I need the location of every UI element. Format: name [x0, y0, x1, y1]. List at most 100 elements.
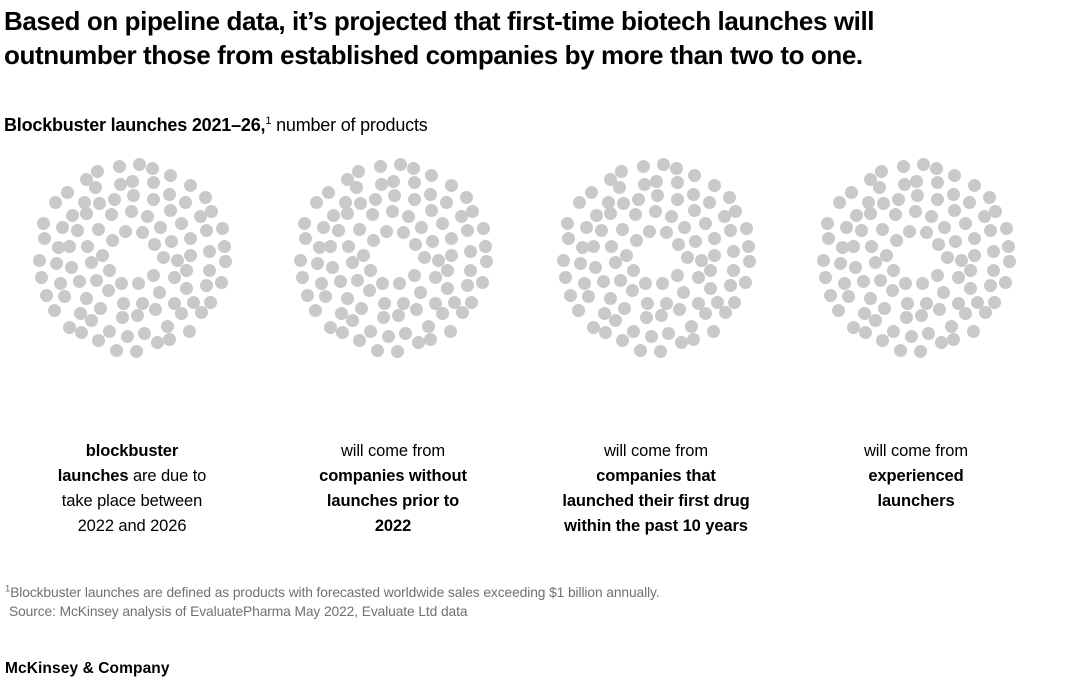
dot	[864, 239, 878, 253]
dot	[886, 263, 900, 277]
dot	[599, 325, 613, 339]
dot	[132, 277, 146, 291]
title-line-2: outnumber those from established compani…	[4, 40, 863, 70]
dot	[704, 264, 718, 278]
dot	[609, 256, 623, 270]
dot	[613, 180, 627, 194]
page-title: Based on pipeline data, it’s projected t…	[4, 4, 1034, 72]
dot	[857, 274, 871, 288]
dot	[184, 249, 198, 263]
dot	[595, 223, 609, 237]
dot	[103, 324, 117, 338]
dot	[136, 296, 150, 310]
dot	[932, 237, 946, 251]
label-text-segment: companies that	[596, 467, 716, 485]
dot	[164, 234, 178, 248]
dot	[375, 178, 389, 192]
dot	[91, 222, 105, 236]
dot	[889, 233, 903, 247]
dot	[334, 307, 348, 321]
dot	[727, 245, 741, 259]
dot	[627, 324, 641, 338]
dot	[435, 217, 449, 231]
dot	[298, 216, 312, 230]
dot	[376, 277, 390, 291]
dot	[121, 329, 135, 343]
dot	[723, 279, 737, 292]
dot	[951, 297, 965, 311]
dot	[589, 260, 603, 274]
dot	[388, 188, 402, 202]
dot	[687, 333, 701, 347]
dot	[129, 345, 143, 359]
label-text-segment: launchers	[877, 492, 955, 510]
dot	[968, 231, 982, 245]
dot	[874, 165, 888, 179]
dot	[897, 160, 911, 174]
dot	[408, 175, 422, 189]
dot	[680, 251, 694, 265]
dot	[660, 296, 674, 310]
dot	[167, 297, 181, 311]
dot	[873, 274, 887, 288]
dot	[346, 256, 360, 270]
dot	[833, 195, 847, 209]
dot	[363, 263, 377, 277]
dot	[887, 324, 901, 338]
label-text-segment: will come from	[340, 442, 446, 460]
dot	[617, 197, 631, 211]
dot	[559, 271, 573, 285]
dot	[983, 279, 997, 292]
source-line: Source: McKinsey analysis of EvaluatePha…	[9, 604, 468, 619]
dot	[460, 191, 474, 205]
dot	[310, 256, 324, 270]
dot	[146, 269, 160, 283]
label-text-segment: will come from	[603, 442, 709, 460]
dot-cluster-companies-first-drug-past-10-years	[556, 157, 756, 359]
dot	[902, 224, 916, 238]
dot	[579, 221, 593, 235]
dot	[695, 253, 709, 267]
dot	[910, 175, 924, 189]
dot	[875, 222, 889, 236]
dot	[296, 271, 310, 285]
dot	[214, 275, 228, 289]
dot	[597, 307, 611, 321]
dot	[948, 168, 962, 182]
dot	[55, 221, 69, 235]
dot	[920, 296, 934, 310]
dot	[135, 225, 149, 239]
dot	[935, 335, 949, 349]
dot	[919, 225, 933, 239]
dot	[80, 239, 94, 253]
dot	[916, 277, 930, 291]
dot	[911, 188, 925, 202]
dot	[75, 325, 89, 339]
dot	[699, 307, 713, 321]
dot	[183, 178, 197, 192]
dot	[447, 296, 461, 310]
dot	[300, 288, 314, 302]
dot	[299, 231, 313, 245]
dot	[608, 314, 622, 328]
dot	[102, 263, 116, 277]
dot	[638, 178, 652, 192]
dot	[413, 285, 427, 299]
dot	[377, 311, 391, 325]
dot	[629, 233, 643, 247]
dot	[180, 282, 194, 296]
dot	[465, 296, 479, 310]
dot	[868, 314, 882, 328]
dot	[908, 205, 922, 219]
dot	[988, 296, 1002, 310]
dot	[615, 222, 629, 236]
dot	[936, 285, 950, 299]
dot	[407, 162, 421, 176]
dot	[967, 178, 981, 192]
dot	[362, 283, 376, 297]
label-text-segment: 2022 and 2026	[77, 517, 187, 535]
dot	[740, 222, 754, 236]
dot	[821, 216, 835, 230]
dot	[916, 158, 930, 172]
dot	[656, 158, 670, 172]
